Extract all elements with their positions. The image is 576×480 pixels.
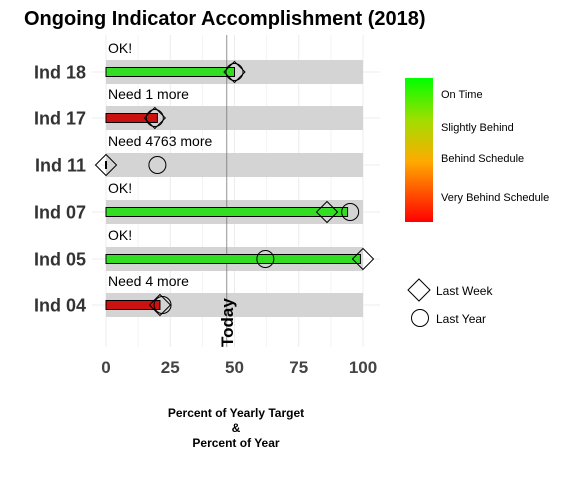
- status-label: OK!: [108, 180, 132, 196]
- last-week-marker: [148, 293, 172, 317]
- status-label: OK!: [108, 227, 132, 243]
- last-week-marker: [351, 247, 375, 271]
- last-year-marker: [148, 156, 167, 174]
- x-tick-label: 75: [289, 358, 308, 377]
- category-label: Ind 05: [34, 250, 86, 270]
- target-range-band: [106, 153, 363, 177]
- chart-title: Ongoing Indicator Accomplishment (2018): [24, 8, 426, 30]
- x-tick-label: 50: [225, 358, 244, 377]
- legend-behind-schedule: Behind Schedule: [441, 153, 524, 165]
- last-week-marker: [143, 106, 167, 130]
- category-label: Ind 04: [34, 296, 86, 316]
- last-year-marker: [153, 296, 172, 314]
- category-label: Ind 07: [34, 203, 86, 223]
- x-tick-label: 25: [161, 358, 180, 377]
- legend-on-time: On Time: [441, 89, 483, 101]
- category-label: Ind 18: [34, 63, 86, 83]
- today-label: Today: [218, 298, 237, 347]
- progress-bar: [105, 67, 235, 77]
- progress-bar: [105, 113, 158, 123]
- x-axis-title-line-3: Percent of Year: [192, 436, 279, 450]
- last-year-circle-icon: [411, 309, 429, 327]
- color-scale-bar: [405, 78, 433, 222]
- last-week-marker: [94, 153, 118, 177]
- status-label: OK!: [108, 40, 132, 56]
- x-axis-title-line-1: Percent of Yearly Target: [168, 406, 304, 420]
- last-year-marker: [341, 203, 360, 221]
- status-label: Need 4 more: [108, 273, 189, 289]
- status-label: Need 4763 more: [108, 133, 213, 149]
- last-year-marker: [225, 63, 244, 81]
- last-year-marker: [256, 250, 275, 268]
- x-tick-label: 100: [349, 358, 377, 377]
- x-axis-title-line-2: &: [232, 421, 241, 435]
- legend-very-behind: Very Behind Schedule: [441, 192, 549, 204]
- progress-bar: [105, 207, 349, 217]
- last-year-marker: [145, 109, 164, 127]
- legend-slightly-behind: Slightly Behind: [441, 122, 514, 134]
- category-label: Ind 11: [35, 156, 86, 176]
- plot-area: Ind 18 OK! Ind 17 Need 1 more Ind 11 Need 476…: [34, 35, 380, 377]
- last-week-diamond-icon: [407, 278, 431, 302]
- x-axis-title: Percent of Yearly Target & Percent of Ye…: [168, 406, 304, 450]
- color-legend: On Time Slightly Behind Behind Schedule …: [405, 78, 549, 222]
- status-label: Need 1 more: [108, 86, 189, 102]
- shape-legend: Last Week Last Year: [407, 278, 493, 327]
- last-week-marker: [223, 60, 246, 84]
- legend-last-year: Last Year: [436, 312, 486, 326]
- progress-bar: [105, 300, 161, 310]
- progress-bar: [105, 254, 361, 264]
- x-tick-label: 0: [101, 358, 110, 377]
- legend-last-week: Last Week: [436, 284, 493, 298]
- last-week-marker: [315, 200, 339, 224]
- category-label: Ind 17: [34, 109, 86, 129]
